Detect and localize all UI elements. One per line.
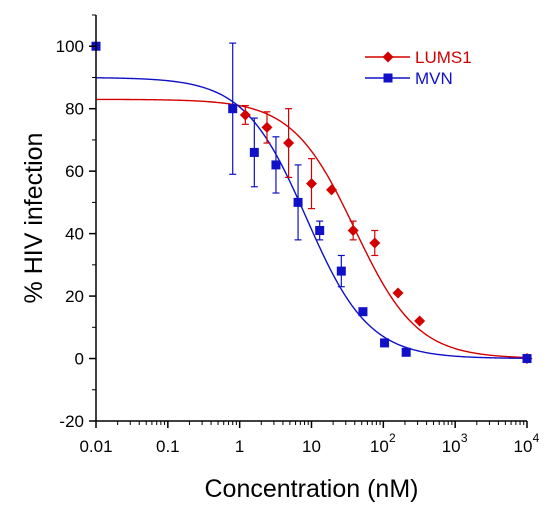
fit-curve-lums1: [96, 98, 528, 359]
y-tick-label: 0: [75, 350, 84, 369]
y-tick-label: 40: [65, 225, 84, 244]
legend-marker-mvn: [383, 73, 393, 83]
x-tick-label: 10: [514, 437, 533, 456]
data-point-lums1: [414, 315, 426, 327]
axes: [95, 15, 527, 422]
data-point-lums1: [369, 237, 381, 249]
legend-marker-lums1: [382, 51, 394, 63]
data-point-lums1: [261, 121, 273, 133]
data-point-lums1: [326, 184, 338, 196]
y-tick-label: 20: [65, 287, 84, 306]
x-tick-label: 0.1: [156, 437, 180, 456]
y-tick-label: 100: [56, 37, 84, 56]
data-point-mvn: [228, 104, 238, 114]
y-axis-title: % HIV infection: [20, 133, 48, 304]
data-point-mvn: [315, 225, 325, 235]
data-point-lums1: [347, 224, 359, 236]
fit-curve-mvn: [95, 77, 528, 359]
x-tick-label: 0.01: [79, 437, 112, 456]
data-point-mvn: [249, 147, 259, 157]
x-axis-ticks: 0.01 0.1 1 10 10 2 10 3 10 4: [79, 421, 540, 456]
legend: LUMS1 MVN: [365, 48, 472, 88]
x-tick-exponent: 2: [389, 431, 396, 445]
x-tick-label: 1: [235, 437, 244, 456]
fit-curves: [95, 77, 528, 359]
data-point-lums1: [239, 109, 251, 121]
data-point-lums1: [306, 178, 317, 190]
data-point-mvn: [522, 354, 532, 364]
error-bars: [229, 42, 379, 288]
data-point-mvn: [271, 160, 281, 170]
y-axis-ticks: -20 0 20 40 60 80 100: [56, 14, 96, 431]
x-tick-label: 10: [370, 437, 389, 456]
data-point-mvn: [401, 347, 411, 357]
x-tick-exponent: 3: [461, 431, 468, 445]
data-point-mvn: [358, 307, 368, 317]
y-tick-label: 80: [65, 100, 84, 119]
y-tick-label: 60: [65, 162, 84, 181]
x-tick-label: 10: [442, 437, 461, 456]
y-tick-label: -20: [59, 412, 84, 431]
data-point-mvn: [293, 197, 303, 207]
legend-label-mvn: MVN: [415, 69, 453, 88]
x-axis-title: Concentration (nM): [205, 475, 419, 503]
x-tick-exponent: 4: [533, 431, 540, 445]
data-point-mvn: [380, 338, 390, 348]
legend-label-lums1: LUMS1: [415, 48, 472, 67]
data-point-lums1: [392, 287, 404, 299]
data-point-lums1: [283, 137, 295, 149]
data-point-mvn: [336, 266, 346, 276]
x-tick-label: 10: [302, 437, 321, 456]
